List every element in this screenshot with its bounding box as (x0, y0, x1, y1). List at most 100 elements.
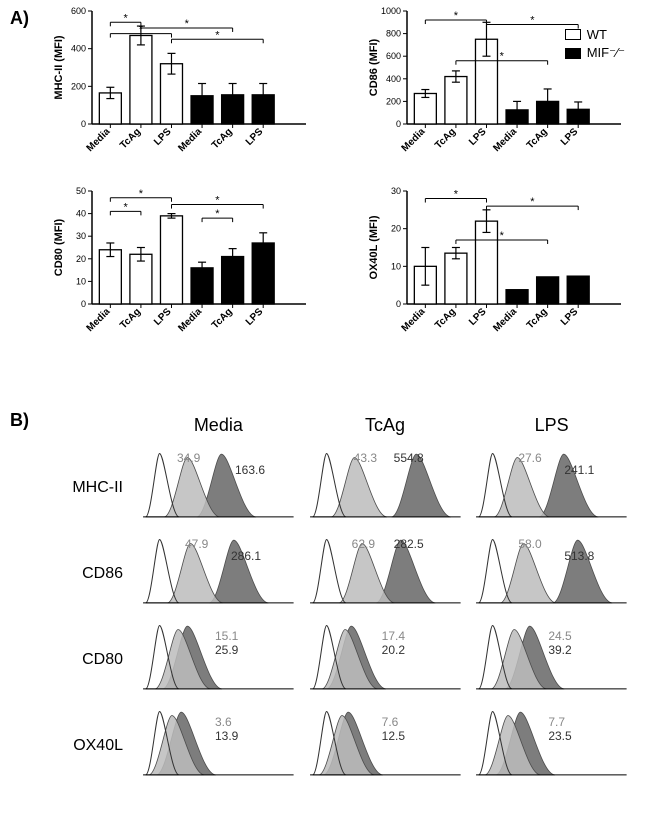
svg-text:LPS: LPS (152, 126, 174, 148)
svg-text:LPS: LPS (467, 126, 489, 148)
value-ko: 3.6 (215, 715, 232, 729)
svg-text:*: * (454, 10, 459, 22)
histogram-cell: 15.125.9 (135, 617, 302, 703)
histogram-cell: 43.3 554.8 (302, 445, 469, 531)
chart-ox40l: 0102030OX40L (MFI)MediaTcAgLPSMediaTcAgL… (365, 185, 625, 350)
svg-text:40: 40 (76, 209, 86, 219)
svg-text:*: * (500, 230, 505, 242)
svg-text:TcAg: TcAg (433, 126, 458, 151)
col-header-tcag: TcAg (302, 410, 469, 445)
value-ko: 27.6 (518, 451, 541, 465)
value-wt: 282.5 (394, 537, 424, 551)
svg-text:10: 10 (391, 261, 401, 271)
svg-text:CD80 (MFI): CD80 (MFI) (53, 218, 65, 276)
value-wt: 12.5 (382, 729, 405, 743)
histogram-cell: 27.6 241.1 (468, 445, 635, 531)
svg-text:LPS: LPS (244, 126, 266, 148)
chart-cd80: 01020304050CD80 (MFI)MediaTcAgLPSMediaTc… (50, 185, 310, 350)
svg-text:400: 400 (71, 44, 86, 54)
svg-text:*: * (139, 188, 144, 200)
svg-text:1000: 1000 (381, 6, 401, 16)
value-wt: 163.6 (235, 463, 265, 477)
svg-text:20: 20 (76, 254, 86, 264)
value-wt: 554.8 (394, 451, 424, 465)
svg-text:LPS: LPS (152, 306, 174, 328)
svg-text:200: 200 (386, 96, 401, 106)
svg-text:200: 200 (71, 81, 86, 91)
svg-text:*: * (500, 51, 505, 63)
svg-text:*: * (215, 208, 220, 220)
value-wt: 513.8 (564, 549, 594, 563)
svg-text:Media: Media (176, 126, 204, 154)
svg-text:TcAg: TcAg (210, 306, 235, 331)
value-ko: 47.9 (185, 537, 208, 551)
svg-text:Media: Media (85, 126, 113, 154)
value-wt: 39.2 (548, 643, 571, 657)
histogram-cell: 17.420.2 (302, 617, 469, 703)
histogram-grid: Media TcAg LPS MHC-II 34.9 163.6 43.3 554.8 2… (55, 410, 635, 789)
svg-text:0: 0 (396, 119, 401, 129)
col-header-lps: LPS (468, 410, 635, 445)
value-wt: 23.5 (548, 729, 571, 743)
svg-text:Media: Media (491, 126, 519, 154)
value-ko: 7.6 (382, 715, 399, 729)
svg-text:600: 600 (386, 51, 401, 61)
col-header-media: Media (135, 410, 302, 445)
svg-text:Media: Media (85, 306, 113, 334)
svg-text:LPS: LPS (244, 306, 266, 328)
svg-text:*: * (215, 29, 220, 41)
value-ko: 43.3 (354, 451, 377, 465)
svg-text:50: 50 (76, 186, 86, 196)
histogram-cell: 7.612.5 (302, 703, 469, 789)
svg-text:LPS: LPS (559, 126, 581, 148)
svg-text:TcAg: TcAg (118, 126, 143, 151)
value-ko: 62.9 (352, 537, 375, 551)
chart-mhcii: 0200400600MHC-II (MFI)MediaTcAgLPSMediaT… (50, 5, 310, 170)
histogram-cell: 58.0 513.8 (468, 531, 635, 617)
svg-text:MHC-II (MFI): MHC-II (MFI) (53, 35, 65, 99)
chart-cd86: 02004006008001000CD86 (MFI)MediaTcAgLPSM… (365, 5, 625, 170)
svg-text:800: 800 (386, 29, 401, 39)
value-wt: 13.9 (215, 729, 238, 743)
svg-text:LPS: LPS (467, 306, 489, 328)
svg-text:CD86 (MFI): CD86 (MFI) (368, 38, 380, 96)
svg-text:20: 20 (391, 224, 401, 234)
panel-b: Media TcAg LPS MHC-II 34.9 163.6 43.3 554.8 2… (55, 410, 635, 789)
svg-text:TcAg: TcAg (433, 306, 458, 331)
grid-corner (55, 410, 135, 445)
svg-text:*: * (530, 15, 535, 27)
row-label: CD86 (55, 531, 135, 617)
value-ko: 34.9 (177, 451, 200, 465)
svg-text:Media: Media (400, 306, 428, 334)
value-ko: 24.5 (548, 629, 571, 643)
svg-text:*: * (139, 24, 144, 36)
svg-text:OX40L (MFI): OX40L (MFI) (368, 215, 380, 279)
svg-text:30: 30 (391, 186, 401, 196)
svg-text:LPS: LPS (559, 306, 581, 328)
svg-text:Media: Media (176, 306, 204, 334)
value-wt: 241.1 (564, 463, 594, 477)
panel-a-label: A) (10, 8, 29, 29)
svg-text:0: 0 (396, 299, 401, 309)
svg-text:*: * (530, 196, 535, 208)
value-wt: 286.1 (231, 549, 261, 563)
value-wt: 20.2 (382, 643, 405, 657)
histogram-cell: 34.9 163.6 (135, 445, 302, 531)
value-ko: 17.4 (382, 629, 405, 643)
svg-text:TcAg: TcAg (525, 126, 550, 151)
svg-text:0: 0 (81, 299, 86, 309)
row-label: MHC-II (55, 445, 135, 531)
row-label: CD80 (55, 617, 135, 703)
value-ko: 15.1 (215, 629, 238, 643)
value-ko: 58.0 (518, 537, 541, 551)
svg-text:Media: Media (491, 306, 519, 334)
svg-text:*: * (454, 189, 459, 201)
row-label: OX40L (55, 703, 135, 789)
value-wt: 25.9 (215, 643, 238, 657)
svg-text:Media: Media (400, 126, 428, 154)
histogram-cell: 7.723.5 (468, 703, 635, 789)
svg-text:600: 600 (71, 6, 86, 16)
svg-text:*: * (123, 201, 128, 213)
svg-text:*: * (185, 18, 190, 30)
svg-text:0: 0 (81, 119, 86, 129)
